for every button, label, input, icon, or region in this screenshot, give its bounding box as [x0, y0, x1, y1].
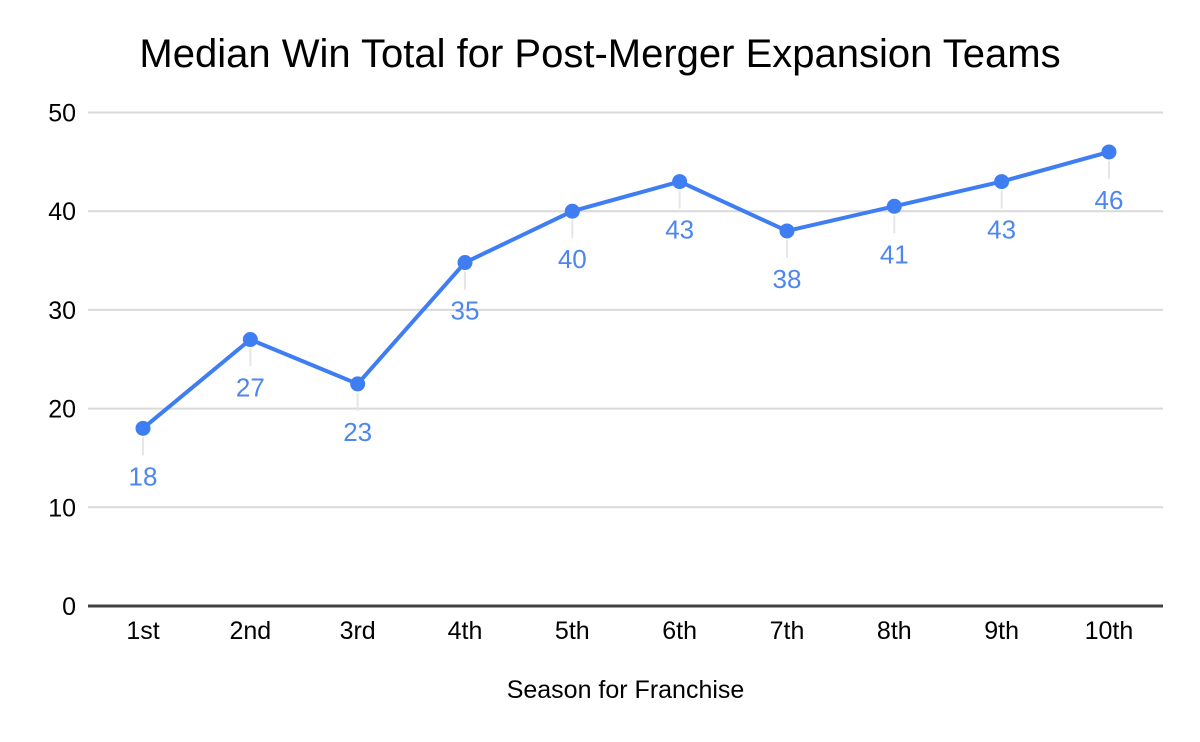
data-point: [350, 376, 366, 392]
y-tick-label: 50: [48, 100, 76, 128]
x-tick-label: 3rd: [340, 617, 376, 645]
data-point: [242, 332, 258, 348]
y-tick-label: 30: [48, 297, 76, 325]
data-point-label: 35: [451, 296, 480, 326]
x-tick-label: 8th: [877, 617, 912, 645]
data-point: [1101, 144, 1117, 160]
data-point-label: 27: [236, 373, 265, 403]
data-point: [135, 420, 151, 436]
data-point: [457, 255, 473, 271]
data-point-label: 46: [1095, 185, 1124, 215]
chart-title: Median Win Total for Post-Merger Expansi…: [139, 32, 1061, 76]
data-point: [672, 174, 688, 190]
data-point-label: 41: [880, 239, 909, 269]
data-point: [994, 174, 1010, 190]
x-tick-label: 9th: [984, 617, 1019, 645]
series-line: [141, 149, 1111, 431]
x-axis-title: Season for Franchise: [506, 676, 745, 704]
data-point-label: 38: [773, 264, 802, 294]
data-point: [564, 203, 580, 219]
y-tick-label: 20: [48, 396, 76, 424]
data-point-label: 40: [558, 244, 587, 274]
data-point-label: 43: [665, 215, 694, 245]
data-point-label: 23: [343, 417, 372, 447]
x-tick-label: 4th: [448, 617, 483, 645]
x-tick-label: 1st: [126, 617, 159, 645]
x-tick-label: 7th: [770, 617, 805, 645]
data-point: [779, 223, 795, 239]
x-tick-label: 2nd: [229, 617, 271, 645]
y-tick-label: 40: [48, 198, 76, 226]
x-tick-label: 10th: [1085, 617, 1134, 645]
data-point: [886, 198, 902, 214]
y-tick-label: 10: [48, 494, 76, 522]
x-tick-label: 5th: [555, 617, 590, 645]
data-point-label: 43: [987, 215, 1016, 245]
data-point-label: 18: [129, 461, 158, 491]
x-tick-label: 6th: [662, 617, 697, 645]
y-tick-label: 0: [62, 593, 76, 621]
